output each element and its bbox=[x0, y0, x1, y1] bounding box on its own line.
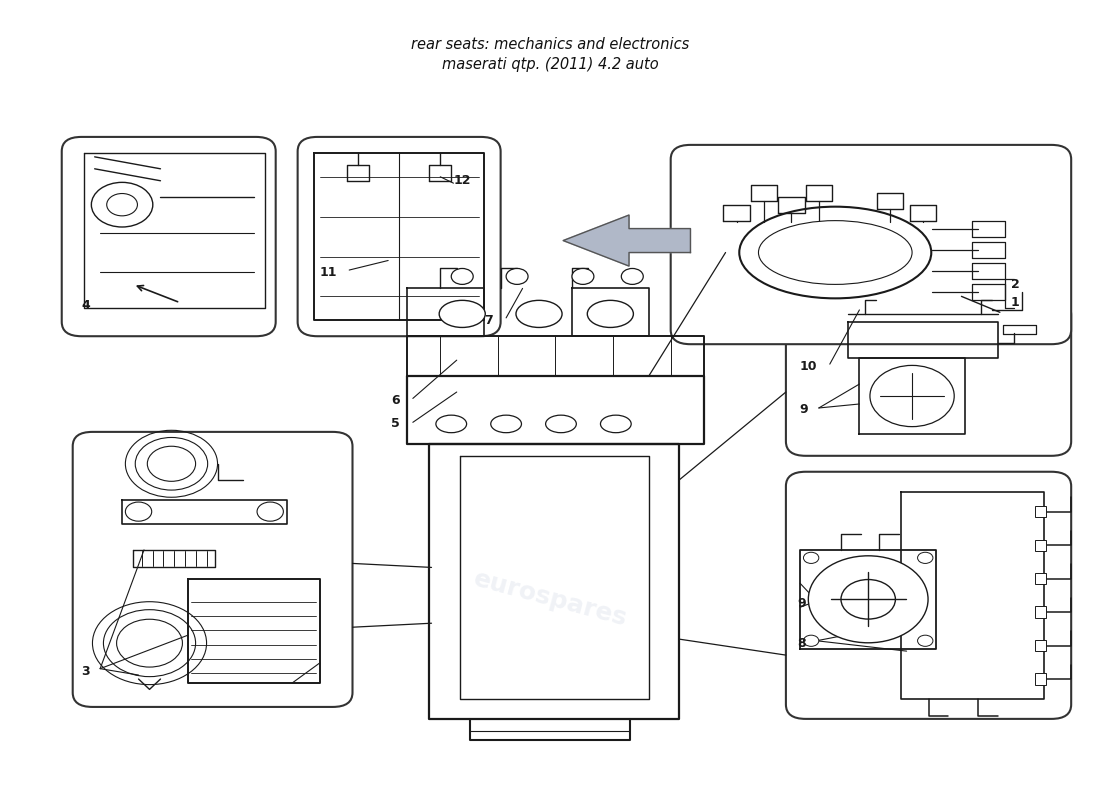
Text: eurospares: eurospares bbox=[817, 231, 942, 282]
Circle shape bbox=[808, 556, 928, 643]
Circle shape bbox=[257, 502, 284, 521]
Circle shape bbox=[91, 182, 153, 227]
Circle shape bbox=[803, 552, 818, 563]
Text: eurospares: eurospares bbox=[471, 567, 629, 631]
Text: europarts: europarts bbox=[113, 236, 207, 277]
Ellipse shape bbox=[759, 221, 912, 285]
FancyBboxPatch shape bbox=[1035, 606, 1046, 618]
Text: maserati qtp. (2011) 4.2 auto: maserati qtp. (2011) 4.2 auto bbox=[441, 57, 659, 72]
Circle shape bbox=[842, 579, 895, 619]
Text: 12: 12 bbox=[453, 174, 471, 187]
Circle shape bbox=[621, 269, 643, 285]
FancyBboxPatch shape bbox=[785, 300, 1071, 456]
FancyBboxPatch shape bbox=[62, 137, 276, 336]
Circle shape bbox=[917, 635, 933, 646]
Circle shape bbox=[870, 366, 954, 426]
Text: eurospares: eurospares bbox=[349, 234, 455, 279]
FancyBboxPatch shape bbox=[1035, 640, 1046, 651]
Circle shape bbox=[107, 194, 138, 216]
FancyBboxPatch shape bbox=[1035, 506, 1046, 517]
Circle shape bbox=[803, 635, 818, 646]
Ellipse shape bbox=[439, 300, 485, 327]
Polygon shape bbox=[563, 215, 691, 266]
Text: europarts: europarts bbox=[153, 574, 277, 625]
Text: 3: 3 bbox=[81, 665, 90, 678]
Text: 2: 2 bbox=[1011, 278, 1020, 291]
FancyBboxPatch shape bbox=[298, 137, 500, 336]
Circle shape bbox=[125, 502, 152, 521]
Circle shape bbox=[572, 269, 594, 285]
FancyBboxPatch shape bbox=[73, 432, 352, 707]
Ellipse shape bbox=[546, 415, 576, 433]
Ellipse shape bbox=[491, 415, 521, 433]
Text: eurospares: eurospares bbox=[861, 610, 986, 660]
Circle shape bbox=[506, 269, 528, 285]
Circle shape bbox=[451, 269, 473, 285]
Ellipse shape bbox=[436, 415, 466, 433]
Text: 11: 11 bbox=[320, 266, 337, 279]
Ellipse shape bbox=[601, 415, 631, 433]
Text: 7: 7 bbox=[484, 314, 493, 326]
Text: rear seats: mechanics and electronics: rear seats: mechanics and electronics bbox=[411, 38, 689, 52]
Text: 4: 4 bbox=[81, 299, 90, 313]
FancyBboxPatch shape bbox=[1035, 674, 1046, 685]
FancyBboxPatch shape bbox=[671, 145, 1071, 344]
FancyBboxPatch shape bbox=[1035, 573, 1046, 584]
Text: 5: 5 bbox=[390, 418, 399, 430]
Ellipse shape bbox=[587, 300, 634, 327]
FancyBboxPatch shape bbox=[785, 472, 1071, 719]
Text: 9: 9 bbox=[796, 597, 805, 610]
Text: 6: 6 bbox=[390, 394, 399, 406]
Text: 1: 1 bbox=[1011, 296, 1020, 310]
Ellipse shape bbox=[516, 300, 562, 327]
Text: 9: 9 bbox=[799, 403, 807, 416]
Text: 8: 8 bbox=[796, 637, 805, 650]
Text: 10: 10 bbox=[799, 360, 816, 373]
Circle shape bbox=[917, 552, 933, 563]
FancyBboxPatch shape bbox=[1035, 539, 1046, 550]
Text: eurospares: eurospares bbox=[870, 370, 976, 414]
